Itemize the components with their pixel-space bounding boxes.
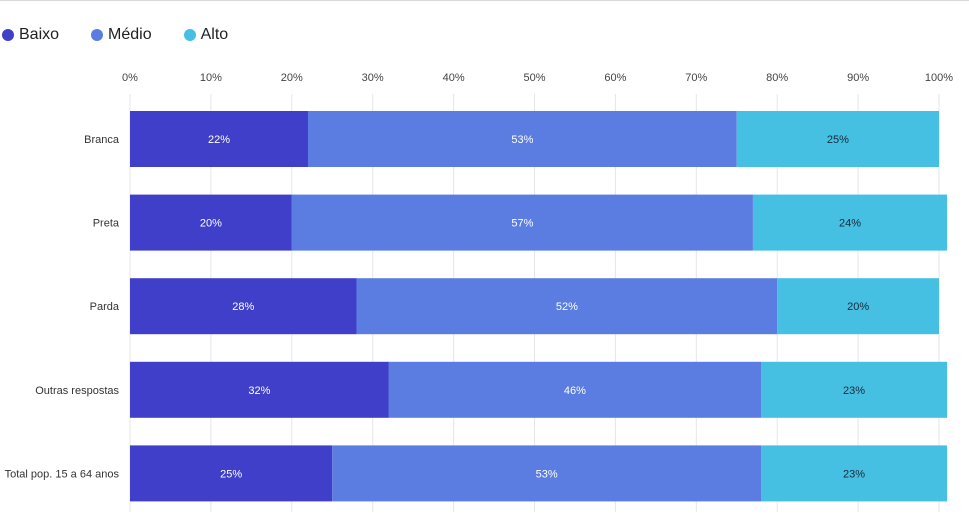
- category-label: Total pop. 15 a 64 anos: [5, 468, 120, 480]
- bar-segment: [752, 194, 948, 251]
- category-label: Outras respostas: [35, 385, 119, 397]
- x-tick-label: 70%: [685, 72, 707, 84]
- bar-segment: [388, 361, 762, 418]
- x-tick-label: 0%: [122, 72, 138, 84]
- bar-segment: [130, 194, 292, 251]
- x-tick-label: 50%: [523, 72, 545, 84]
- top-divider: [0, 0, 969, 1]
- bar-segment: [130, 361, 389, 418]
- legend-dot-alto: [183, 29, 196, 41]
- data-label: 23%: [843, 468, 865, 480]
- data-label: 20%: [847, 301, 869, 313]
- legend-item-alto[interactable]: Alto: [183, 26, 229, 44]
- bar-segment: [332, 445, 762, 502]
- data-label: 52%: [556, 301, 578, 313]
- bar-segment: [777, 278, 939, 335]
- bar-segment: [356, 278, 778, 335]
- data-label: 24%: [839, 218, 861, 230]
- data-label: 46%: [564, 385, 586, 397]
- legend-label-medio: Médio: [108, 26, 152, 43]
- bar-segment: [761, 445, 948, 502]
- data-label: 22%: [208, 134, 230, 146]
- x-tick-label: 40%: [443, 72, 465, 84]
- data-label: 57%: [511, 218, 533, 230]
- data-label: 28%: [232, 301, 254, 313]
- bar-segment: [307, 111, 737, 167]
- category-label: Preta: [93, 218, 120, 230]
- bar-segment: [130, 445, 333, 502]
- bar-segment: [291, 194, 753, 251]
- data-label: 20%: [200, 218, 222, 230]
- data-label: 25%: [827, 134, 849, 146]
- data-label: 25%: [220, 468, 242, 480]
- bar-segment: [736, 111, 939, 167]
- legend-item-baixo[interactable]: Baixo: [2, 26, 59, 44]
- bar-segment: [130, 111, 308, 167]
- legend-dot-baixo: [2, 29, 14, 41]
- legend-label-baixo: Baixo: [19, 26, 60, 43]
- bar-segment: [130, 278, 357, 335]
- x-tick-label: 80%: [766, 72, 788, 84]
- bar-segment: [761, 361, 948, 418]
- data-label: 53%: [511, 134, 533, 146]
- x-tick-label: 100%: [925, 72, 953, 84]
- legend-item-medio[interactable]: Médio: [91, 26, 152, 44]
- legend-label-alto: Alto: [200, 26, 229, 43]
- x-tick-label: 60%: [604, 72, 626, 84]
- data-label: 53%: [536, 468, 558, 480]
- x-tick-label: 90%: [847, 72, 869, 84]
- data-label: 32%: [248, 385, 270, 397]
- x-tick-label: 30%: [362, 72, 384, 84]
- x-tick-label: 20%: [281, 72, 303, 84]
- legend-dot-medio: [91, 29, 104, 41]
- category-label: Branca: [84, 134, 120, 146]
- category-label: Parda: [90, 301, 120, 313]
- x-tick-label: 10%: [200, 72, 222, 84]
- data-label: 23%: [843, 385, 865, 397]
- legend: Baixo Médio Alto: [2, 24, 260, 46]
